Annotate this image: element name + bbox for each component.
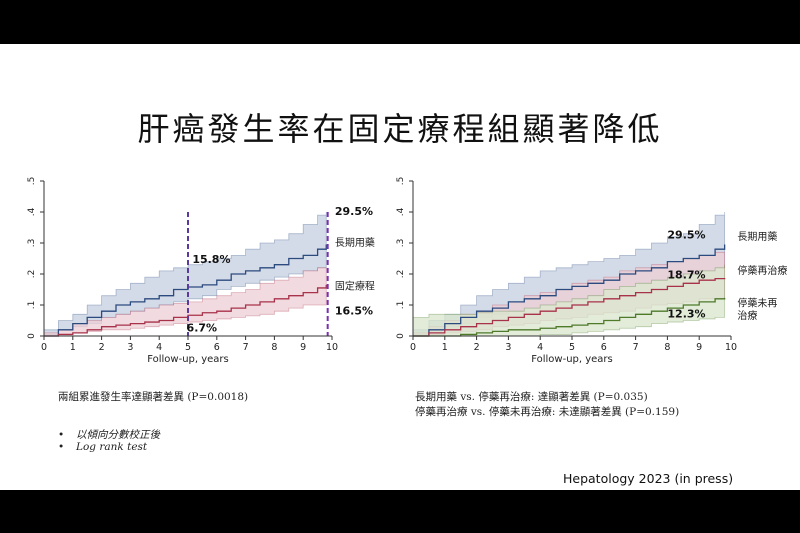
- slide-title: 肝癌發生率在固定療程組顯著降低: [137, 110, 663, 148]
- y-tick-label: .4: [27, 207, 37, 216]
- series-label: 停藥未再: [737, 297, 777, 310]
- right-km-chart: 0 .1 .2 .3 .4 .5 0 1 2 3 4 5 6 7 8 9 10 Follow-up, years 2…: [396, 177, 787, 365]
- x-tick-label: 7: [243, 342, 249, 353]
- x-tick-label: 6: [214, 342, 220, 353]
- x-tick-label: 0: [41, 342, 47, 353]
- y-tick-label: .2: [396, 270, 406, 279]
- series-line: [413, 244, 726, 337]
- citation: Hepatology 2023 (in press): [563, 471, 734, 486]
- slide: 肝癌發生率在固定療程組顯著降低 0.1.2.3.4.5 0 1 2 3 4 5 6 7 8 9 10 F…: [0, 44, 800, 490]
- series-label: 長期用藥: [737, 231, 777, 243]
- right-note: 長期用藥 vs. 停藥再治療: 達顯著差異 (P=0.035): [415, 391, 648, 403]
- x-tick-label: 0: [410, 342, 416, 353]
- x-tick-label: 5: [185, 342, 191, 353]
- x-tick-label: 7: [633, 342, 639, 353]
- series-line: [413, 278, 726, 337]
- x-axis-label: Follow-up, years: [147, 354, 229, 365]
- series-line: [44, 284, 327, 337]
- percent-annotation: 15.8%: [192, 253, 230, 266]
- y-tick-label: .1: [396, 301, 406, 310]
- x-tick-label: 9: [300, 342, 306, 353]
- bullet-item: • 以傾向分數校正後: [58, 429, 160, 441]
- x-tick-label: 9: [696, 342, 702, 353]
- y-tick-label: .2: [27, 270, 37, 279]
- x-tick-label: 3: [127, 342, 133, 353]
- y-tick-label: .1: [27, 301, 37, 310]
- bullet-item: • Log rank test: [58, 441, 148, 453]
- y-tick-label: .3: [27, 239, 37, 248]
- x-tick-label: 8: [664, 342, 670, 353]
- bullet-dot-icon: •: [58, 429, 65, 441]
- y-tick-label: .5: [396, 177, 406, 186]
- left-km-chart: 0 .1 .2 .3 .4 .5 0 1 2 3 4 5 6 7 8 9 10 Follow-up, years 1…: [27, 177, 375, 365]
- y-tick-label: .4: [396, 207, 406, 216]
- x-tick-label: 8: [271, 342, 277, 353]
- x-tick-label: 4: [537, 342, 543, 353]
- x-tick-label: 1: [442, 342, 448, 353]
- x-tick-label: 5: [569, 342, 575, 353]
- series-label: 停藥再治療: [737, 264, 787, 277]
- percent-annotation: 29.5%: [335, 205, 373, 218]
- bullet-dot-icon: •: [58, 441, 65, 453]
- x-tick-label: 4: [156, 342, 162, 353]
- percent-annotation: 29.5%: [667, 228, 705, 241]
- x-tick-label: 3: [505, 342, 511, 353]
- x-tick-label: 1: [70, 342, 76, 353]
- ci-band: [412, 264, 726, 337]
- y-tick-label: 0: [396, 333, 406, 339]
- percent-annotation: 18.7%: [667, 269, 705, 282]
- right-note: 停藥再治療 vs. 停藥未再治療: 未達顯著差異 (P=0.159): [415, 406, 680, 418]
- x-axis-label: Follow-up, years: [531, 354, 613, 365]
- x-tick-label: 10: [725, 342, 737, 353]
- x-tick-label: 6: [601, 342, 607, 353]
- percent-annotation: 16.5%: [335, 304, 373, 317]
- percent-annotation: 12.3%: [667, 307, 705, 320]
- series-line: [413, 297, 726, 337]
- series-label: 長期用藥: [335, 237, 375, 249]
- x-tick-label: 2: [474, 342, 480, 353]
- y-tick-label: .3: [396, 239, 406, 248]
- series-label: 固定療程: [335, 280, 375, 293]
- left-note: 兩組累進發生率達顯著差異 (P=0.0018): [58, 391, 249, 403]
- y-tick-label: 0: [27, 333, 37, 339]
- percent-annotation: 6.7%: [187, 321, 218, 334]
- series-label: 治療: [737, 309, 757, 322]
- y-tick-label: .5: [27, 177, 37, 186]
- x-tick-label: 2: [99, 342, 105, 353]
- ci-band: [43, 267, 327, 337]
- x-tick-label: 10: [326, 342, 338, 353]
